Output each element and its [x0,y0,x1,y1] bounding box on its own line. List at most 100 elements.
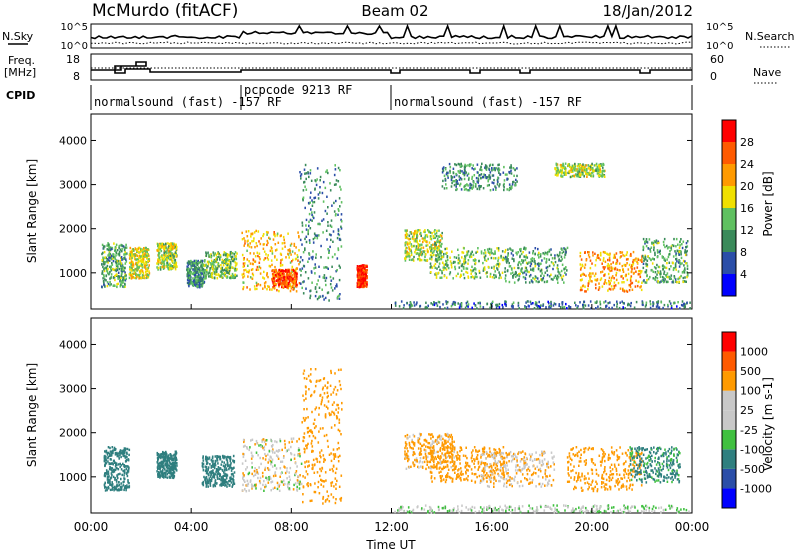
echo-cell [622,265,624,267]
echo-cell [140,255,142,257]
colorbar-swatch [722,120,736,142]
echo-cell [364,279,366,281]
echo-cell [230,276,232,278]
echo-cell [365,273,367,275]
echo-cell [437,305,439,307]
echo-cell [671,274,673,276]
echo-cell [310,169,312,171]
echo-cell [146,268,148,270]
echo-cell [187,272,189,274]
echo-cell [600,303,602,305]
echo-cell [339,265,341,267]
echo-cell [666,245,668,247]
echo-cell [145,247,147,249]
echo-cell [366,277,368,279]
echo-cell [524,307,526,309]
echo-cell [242,238,244,240]
echo-cell [111,248,113,250]
nsky-label: N.Sky [2,30,34,43]
colorbar-tick-label: 16 [740,202,754,215]
echo-cell [317,279,319,281]
echo-cell [127,475,129,477]
echo-cell [442,256,444,258]
echo-cell [260,272,262,274]
echo-cell [327,206,329,208]
echo-cell [459,266,461,268]
echo-cell [269,238,271,240]
echo-cell [117,485,119,487]
echo-cell [540,304,542,306]
echo-cell [514,169,516,171]
echo-cell [164,256,166,258]
echo-cell [414,230,416,232]
echo-cell [128,459,130,461]
echo-cell [604,281,606,283]
echo-cell [653,271,655,273]
echo-cell [158,267,160,269]
echo-cell [306,172,308,174]
echo-cell [454,180,456,182]
echo-cell [326,230,328,232]
echo-cell [461,251,463,253]
echo-cell [145,263,147,265]
echo-cell [161,254,163,256]
echo-cell [327,172,329,174]
echo-cell [297,254,299,256]
echo-cell [424,256,426,258]
echo-cell [592,251,594,253]
echo-cell [464,255,466,257]
echo-cell [620,288,622,290]
echo-cell [471,307,473,309]
echo-cell [330,276,332,278]
echo-cell [157,473,159,475]
echo-cell [415,240,417,242]
echo-cell [456,164,458,166]
echo-cell [271,259,273,261]
echo-cell [326,213,328,215]
echo-cell [309,254,311,256]
echo-cell [329,246,331,248]
echo-cell [510,272,512,274]
echo-cell [517,264,519,266]
echo-cell [243,262,245,264]
echo-cell [536,304,538,306]
echo-cell [213,264,215,266]
echo-cell [273,277,275,279]
echo-cell [494,167,496,169]
echo-cell [143,272,145,274]
echo-cell [148,267,150,269]
echo-cell [624,255,626,257]
echo-cell [506,173,508,175]
echo-cell [511,187,513,189]
nsearch-line [91,42,692,44]
echo-cell [174,244,176,246]
echo-cell [580,252,582,254]
power-ylabel: Slant Range [km] [25,159,39,263]
echo-cell [484,268,486,270]
echo-cell [503,166,505,168]
echo-cell [118,263,120,265]
echo-cell [684,306,686,308]
echo-cell [230,264,232,266]
echo-cell [310,196,312,198]
echo-cell [681,262,683,264]
echo-cell [104,251,106,253]
echo-cell [687,240,689,242]
echo-cell [282,242,284,244]
echo-cell [565,174,567,176]
echo-cell [480,166,482,168]
echo-cell [104,450,106,452]
echo-cell [202,270,204,272]
echo-cell [119,268,121,270]
echo-cell [125,455,127,457]
echo-cell [119,473,121,475]
echo-cell [167,477,169,479]
echo-cell [315,253,317,255]
echo-cell [331,205,333,207]
echo-cell [478,260,480,262]
echo-cell [314,263,316,265]
echo-cell [114,487,116,489]
echo-cell [589,256,591,258]
echo-cell [556,164,558,166]
echo-cell [300,274,302,276]
